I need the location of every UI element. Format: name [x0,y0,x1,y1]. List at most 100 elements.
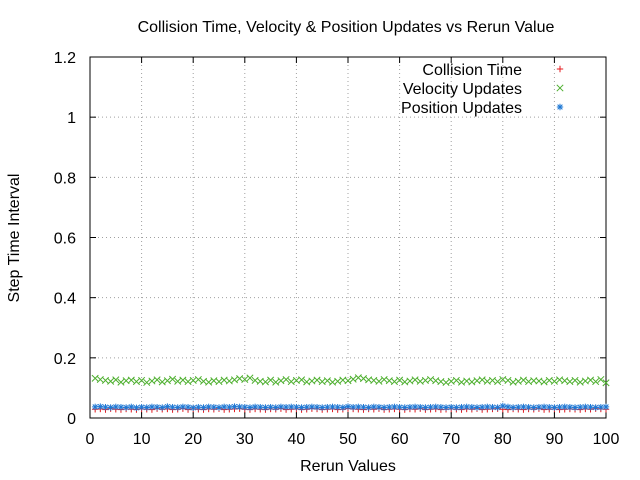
data-point [97,403,104,410]
data-point [519,376,527,384]
data-point [190,404,197,411]
data-point [117,378,125,386]
data-point [122,404,130,411]
y-tick-labels: 0 0.2 0.4 0.6 0.8 1 1.2 [54,50,76,428]
data-point [133,404,140,411]
x-tick-label: 80 [494,431,512,448]
x-tick-label: 20 [184,431,202,448]
data-point [586,376,595,384]
legend-label-position-updates: Position Updates [401,100,522,117]
data-point [107,404,114,411]
x-tick-label: 0 [86,431,95,448]
data-point [272,378,280,386]
data-series [91,374,610,413]
data-point [360,403,367,411]
data-point [246,374,254,382]
x-tick-labels: 0 10 20 30 40 50 60 70 80 90 100 [86,431,620,448]
data-point [215,404,223,411]
data-point [138,376,146,384]
data-point [504,376,512,384]
data-point [205,378,213,386]
y-tick-label: 0.4 [54,291,76,308]
data-point [452,376,460,384]
x-tick-label: 90 [546,431,564,448]
data-point [390,378,398,386]
data-point [602,403,610,411]
data-point [174,404,181,411]
x-tick-label: 100 [593,431,620,448]
data-point [102,403,109,411]
data-point [184,403,192,411]
data-point [169,403,176,411]
data-point [226,403,233,411]
data-point [592,378,600,386]
legend-markers [556,65,564,111]
legend-marker [556,103,564,111]
data-point [194,375,202,384]
data-point [308,403,316,411]
grid-lines [90,57,606,418]
data-point [344,377,352,385]
data-point [597,403,605,411]
data-point [241,375,249,384]
legend-label-collision-time: Collision Time [422,62,522,79]
data-point [458,403,465,411]
data-point [200,404,207,411]
x-tick-label: 50 [339,431,357,448]
data-point [323,377,331,385]
data-point [163,377,171,385]
y-tick-label: 1 [67,110,76,127]
x-tick-label: 10 [133,431,151,448]
data-point [550,377,558,385]
data-point [282,375,290,384]
data-point [386,403,393,411]
data-point [349,375,357,383]
x-tick-label: 30 [236,431,254,448]
data-point [396,376,404,384]
data-point [494,378,502,386]
data-point [272,404,279,411]
data-point [571,376,579,384]
data-point [597,375,605,384]
data-point [530,404,537,411]
data-point [463,403,470,411]
data-point [473,404,481,411]
data-point [355,403,362,411]
data-point [339,404,347,411]
axis-ticks [89,56,607,419]
data-point [365,404,372,411]
data-point [499,402,506,410]
data-point [375,377,383,385]
data-point [313,376,321,384]
y-tick-label: 0.2 [54,351,76,368]
legend-marker [556,84,564,92]
data-point [148,403,156,411]
y-axis-label: Step Time Interval [6,174,23,303]
data-point [153,376,161,384]
legend: Collision Time Velocity Updates Position… [401,62,564,117]
legend-label-velocity-updates: Velocity Updates [403,81,522,98]
data-point [143,378,151,387]
data-point [504,403,512,411]
data-point [489,403,496,411]
data-point [411,376,419,384]
x-axis-label: Rerun Values [300,458,396,475]
data-point [546,403,553,411]
data-point [602,379,610,387]
data-point [298,404,305,411]
x-tick-label: 40 [288,431,306,448]
data-point [484,403,491,411]
data-point [107,377,115,385]
data-point [143,404,150,411]
data-point [246,404,254,411]
chart-title: Collision Time, Velocity & Position Upda… [138,19,555,36]
data-point [540,378,548,386]
data-point [215,378,223,386]
data-point [112,376,120,384]
data-point [370,403,377,411]
data-point [561,403,568,411]
data-point [494,404,501,411]
legend-marker [556,65,564,73]
y-tick-label: 1.2 [54,50,76,67]
